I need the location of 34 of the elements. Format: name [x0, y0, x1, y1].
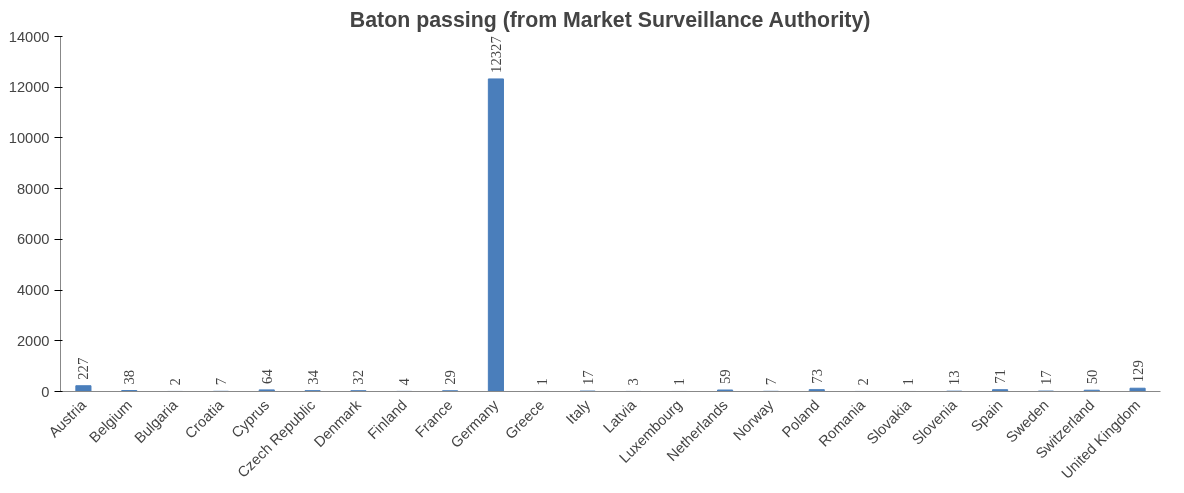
- y-tick-label: 0: [41, 383, 50, 400]
- data-label: 73: [808, 368, 825, 384]
- data-label: 29: [442, 370, 459, 385]
- data-label: 17: [1037, 370, 1054, 386]
- chart-title: Baton passing (from Market Surveillance Authority): [349, 7, 871, 32]
- data-label: 3: [625, 378, 642, 386]
- data-label: 7: [212, 377, 229, 386]
- data-label: 227: [75, 357, 92, 380]
- data-label: 4: [396, 377, 413, 386]
- y-tick-label: 12000: [8, 79, 50, 96]
- data-label: 2: [167, 378, 184, 386]
- data-label: 129: [1129, 360, 1146, 383]
- data-label: 64: [258, 368, 275, 384]
- data-label: 50: [1083, 369, 1100, 385]
- data-label: 59: [717, 369, 734, 384]
- data-label: 1: [533, 378, 550, 386]
- y-tick-label: 10000: [8, 129, 50, 146]
- data-label: 7: [762, 377, 779, 386]
- data-label: 1: [900, 378, 917, 386]
- data-label: 38: [121, 369, 138, 385]
- y-tick-label: 8000: [16, 180, 50, 197]
- y-tick-label: 14000: [8, 28, 50, 45]
- y-tick-label: 4000: [16, 282, 50, 299]
- data-label: 1: [671, 378, 688, 386]
- data-label: 71: [992, 369, 1009, 384]
- data-label: 2: [854, 378, 871, 386]
- data-label: 34: [304, 369, 321, 385]
- y-tick-label: 2000: [16, 332, 50, 349]
- y-tick-label: 6000: [16, 231, 50, 248]
- data-label: 12327: [487, 36, 504, 73]
- data-label: 17: [579, 370, 596, 386]
- data-label: 13: [946, 370, 963, 386]
- data-label: 32: [350, 370, 367, 385]
- x-tick-label: Italy: [562, 396, 594, 428]
